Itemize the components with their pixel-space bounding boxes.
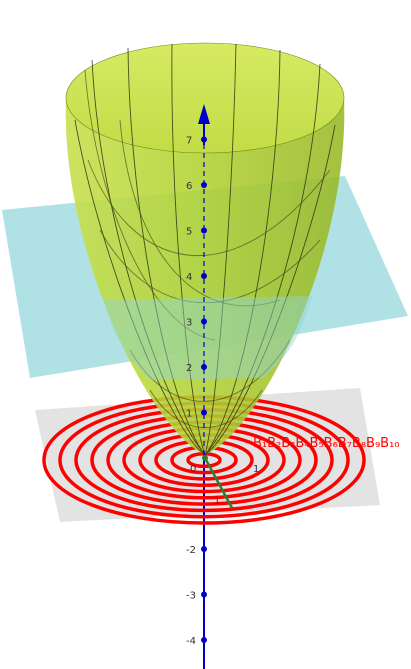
z-tick-label: 2 xyxy=(186,363,192,374)
mesh-line xyxy=(171,43,206,456)
z-tick-label: 6 xyxy=(186,181,192,192)
mesh-line xyxy=(204,124,336,456)
z-tick-label: 1 xyxy=(186,409,192,420)
mesh-line xyxy=(204,63,321,456)
mesh-line xyxy=(87,159,331,257)
z-tick-mark xyxy=(201,591,207,598)
mesh-line xyxy=(204,49,281,456)
x-tick-label: 1 xyxy=(214,496,220,507)
mesh-line xyxy=(99,229,321,303)
paraboloid-rim xyxy=(65,42,345,154)
z-tick-label: -2 xyxy=(186,545,196,556)
z-tick-label: -4 xyxy=(186,636,196,647)
mesh-line xyxy=(84,69,216,341)
z-tick-label: -3 xyxy=(186,591,196,602)
z-tick-mark xyxy=(201,227,207,234)
mesh-line xyxy=(127,47,206,456)
z-axis-arrow xyxy=(198,104,210,124)
z-tick-label: 4 xyxy=(186,272,192,283)
slope-segment xyxy=(203,457,234,509)
z-tick-label: 7 xyxy=(186,136,192,147)
z-tick-mark xyxy=(201,318,207,325)
mesh-line xyxy=(91,59,206,456)
z-axis-ticks: 1 2 3 4 5 6 7 -2 -3 -4 xyxy=(186,136,207,647)
level-curve-labels: B₁B₂B₃B₄B₅B₆B₇B₈B₉B₁₀ xyxy=(253,436,400,451)
z-tick-mark xyxy=(201,136,207,143)
origin-label: 0 xyxy=(190,464,196,475)
z-tick-mark xyxy=(201,637,207,643)
mesh-line xyxy=(149,389,263,428)
origin-point[interactable] xyxy=(202,455,208,461)
plane-intersection-band xyxy=(104,296,312,380)
mesh-line xyxy=(129,339,291,402)
z-tick-mark xyxy=(201,273,207,279)
y-tick-label: 1 xyxy=(253,464,259,475)
z-tick-mark xyxy=(201,182,207,188)
z-tick-label: 5 xyxy=(186,227,192,238)
z-tick-mark xyxy=(201,546,207,552)
z-tick-mark xyxy=(201,409,207,416)
surface-mesh xyxy=(74,43,336,456)
mesh-line xyxy=(204,43,237,456)
z-tick-label: 3 xyxy=(186,318,192,329)
mesh-line xyxy=(74,119,206,456)
z-tick-mark xyxy=(201,364,207,370)
mesh-line xyxy=(119,119,281,307)
